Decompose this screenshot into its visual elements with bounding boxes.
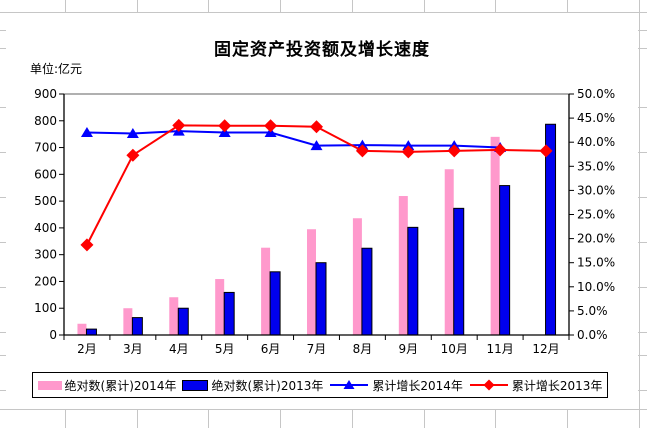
category-label-2: 4月 [169,342,189,356]
left-axis-label-900: 900 [34,87,57,101]
grid-row-line [0,409,647,410]
right-axis-label-35.0%: 35.0% [577,159,615,173]
bar-abs2013-cat1[interactable] [131,317,143,336]
bar-abs2014-cat5[interactable] [307,229,316,335]
marker-growth2014-0[interactable] [80,127,93,138]
bar-abs2013-cat9[interactable] [499,185,511,336]
line-growth2014[interactable] [86,130,501,149]
marker-growth2013-1[interactable] [126,148,140,162]
legend-marker-growth2014-icon [330,380,369,389]
category-label-8: 10月 [441,342,468,356]
marker-growth2013-4[interactable] [264,119,278,133]
marker-growth2013-0[interactable] [80,238,94,252]
bar-abs2014-cat0[interactable] [77,323,87,335]
bar-abs2014-cat4[interactable] [261,247,271,335]
category-label-9: 11月 [486,342,513,356]
bar-abs2013-cat3[interactable] [223,291,235,336]
bar-abs2014-cat2[interactable] [169,297,179,335]
left-axis-label-200: 200 [34,274,57,288]
grid-row-line [0,12,647,13]
legend-item-growth2014[interactable]: 累计增长2014年 [329,377,463,394]
category-label-7: 9月 [398,342,418,356]
bar-abs2013-cat2[interactable] [177,307,189,336]
bar-abs2013-cat6[interactable] [361,247,373,336]
right-axis-label-20.0%: 20.0% [577,232,615,246]
right-axis-label-5.0%: 5.0% [577,304,608,318]
legend-swatch-abs2014-icon [37,380,62,390]
bar-abs2014-cat8[interactable] [444,169,454,335]
category-label-1: 3月 [123,342,143,356]
left-axis-label-300: 300 [34,248,57,262]
right-axis-label-45.0%: 45.0% [577,111,615,125]
category-label-6: 8月 [353,342,373,356]
category-label-5: 7月 [307,342,327,356]
left-axis-label-0: 0 [49,328,57,342]
right-axis-label-40.0%: 40.0% [577,135,615,149]
marker-growth2013-3[interactable] [218,119,232,133]
bar-abs2013-cat5[interactable] [315,262,327,336]
legend-item-abs2013[interactable]: 绝对数(累计)2013年 [182,377,323,394]
marker-growth2013-6[interactable] [355,144,369,158]
unit-label: 单位:亿元 [30,62,83,76]
left-axis-label-500: 500 [34,194,57,208]
marker-growth2013-5[interactable] [310,120,323,134]
marker-growth2013-8[interactable] [447,144,461,158]
marker-growth2013-2[interactable] [172,118,186,132]
bar-abs2014-cat3[interactable] [215,279,225,335]
plot-area: 0 100 200 300 400 500 600 700 800 900 0.0% 5.0% 10.0… [34,87,615,356]
bar-abs2014-cat9[interactable] [490,136,500,335]
right-axis-label-15.0%: 15.0% [577,256,615,270]
legend-swatch-abs2013-icon [182,379,209,391]
legend-label-growth2013: 累计增长2013年 [511,378,603,393]
legend-marker-growth2013-icon [469,379,508,391]
left-axis-label-100: 100 [34,301,57,315]
right-axis-label-25.0%: 25.0% [577,208,615,222]
marker-growth2013-10[interactable] [539,144,553,158]
category-label-3: 5月 [215,342,235,356]
marker-growth2013-9[interactable] [493,143,507,157]
marker-growth2014-1[interactable] [126,128,139,139]
legend[interactable]: 绝对数(累计)2014年 绝对数(累计)2013年 累计增长2014年 累计增长201… [32,372,608,398]
marker-growth2014-5[interactable] [310,140,323,151]
marker-growth2014-7[interactable] [402,140,415,151]
legend-label-abs2013: 绝对数(累计)2013年 [211,378,324,393]
legend-label-abs2014: 绝对数(累计)2014年 [64,378,177,393]
bar-abs2013-cat8[interactable] [453,207,465,336]
right-axis-label-50.0%: 50.0% [577,87,615,101]
bar-abs2013-cat4[interactable] [269,271,281,336]
marker-growth2013-7[interactable] [401,145,415,159]
left-axis-label-800: 800 [34,114,57,128]
bar-abs2013-cat0[interactable] [85,328,97,336]
bar-abs2013-cat7[interactable] [407,226,419,336]
category-label-4: 6月 [261,342,281,356]
chart-title: 固定资产投资额及增长速度 [214,40,430,60]
bar-abs2014-cat7[interactable] [398,196,408,335]
chart-object[interactable]: 0 100 200 300 400 500 600 700 800 900 0.0% 5.0% 10.0… [6,13,638,409]
right-axis-label-10.0%: 10.0% [577,280,615,294]
category-label-10: 12月 [532,342,559,356]
legend-item-growth2013[interactable]: 累计增长2013年 [469,377,603,394]
left-axis-label-600: 600 [34,167,57,181]
bar-abs2014-cat1[interactable] [123,308,133,335]
legend-item-abs2014[interactable]: 绝对数(累计)2014年 [37,377,177,394]
left-axis-label-700: 700 [34,141,57,155]
grid-column-line [638,0,640,428]
category-label-0: 2月 [77,342,97,356]
legend-label-growth2014: 累计增长2014年 [372,378,463,393]
right-axis-label-30.0%: 30.0% [577,183,615,197]
right-axis-label-0.0%: 0.0% [577,328,608,342]
bar-abs2014-cat6[interactable] [352,218,362,335]
left-axis-label-400: 400 [34,221,57,235]
